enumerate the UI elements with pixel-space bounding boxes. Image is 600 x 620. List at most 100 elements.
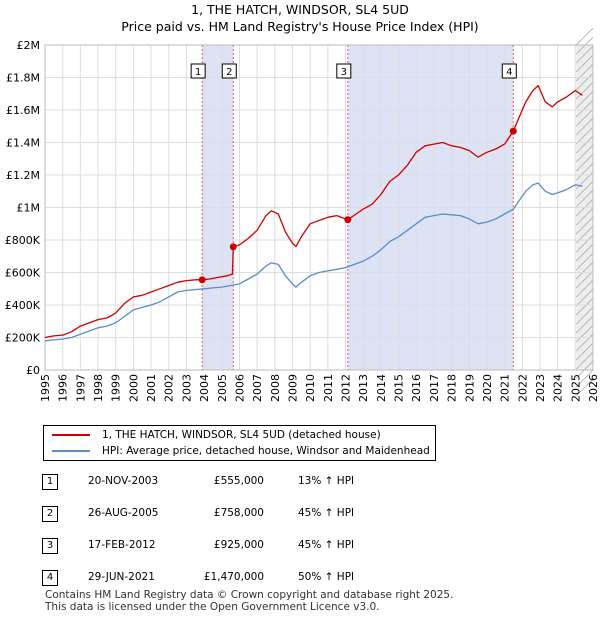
forecast-hatch [575,243,594,262]
x-tick-label: 1998 [92,374,105,402]
forecast-hatch [575,81,594,100]
y-tick-label: £600K [5,267,41,280]
forecast-hatch [575,153,594,172]
transaction-marker-box [221,63,237,79]
x-tick-label: 2003 [180,374,193,402]
table-row: 1 20-NOV-2003 £555,000 13% ↑ HPI [42,474,462,490]
forecast-hatch [575,117,594,136]
transaction-marker-box [336,63,352,79]
transaction-price: £1,470,000 [203,571,264,583]
forecast-hatch [575,189,594,208]
chart-legend: 1, THE HATCH, WINDSOR, SL4 5UD (detached… [43,425,436,461]
transaction-price: £925,000 [213,539,264,551]
x-tick-label: 2024 [552,374,565,402]
forecast-hatch [575,144,594,163]
forecast-hatch [575,270,594,289]
y-tick-label: £800K [5,234,41,247]
forecast-hatch [575,315,594,334]
x-tick-label: 1999 [110,374,123,402]
forecast-hatch [575,252,594,271]
forecast-hatch [575,216,594,235]
forecast-hatch [575,369,594,388]
y-tick-label: £2M [17,39,41,52]
x-tick-label: 2023 [534,374,547,402]
transaction-marker-label: 4 [506,67,512,78]
forecast-hatch [575,207,594,226]
table-row: 2 26-AUG-2005 £758,000 45% ↑ HPI [42,506,462,522]
x-tick-label: 2019 [463,374,476,402]
x-tick-label: 2013 [357,374,370,402]
legend-label-property: 1, THE HATCH, WINDSOR, SL4 5UD (detached… [102,429,381,441]
transaction-number: 2 [42,506,58,522]
legend-swatch-hpi [52,450,90,452]
x-tick-label: 2018 [446,374,459,402]
x-tick-label: 1997 [74,374,87,402]
transaction-hpi: 45% ↑ HPI [298,539,355,551]
forecast-hatch [575,162,594,181]
x-tick-label: 2020 [481,374,494,402]
forecast-hatch [575,261,594,280]
x-tick-label: 2010 [304,374,317,402]
y-tick-label: £1.8M [6,72,40,85]
transaction-date: 20-NOV-2003 [88,475,159,487]
price-chart: £0 £200K £400K £600K £800K £1M £1.2M £1.4M £1.6M… [5,27,600,402]
transaction-number: 4 [42,570,58,586]
legend-item-property: 1, THE HATCH, WINDSOR, SL4 5UD (detached… [52,429,381,441]
footer-copyright: Contains HM Land Registry data © Crown c… [45,589,454,601]
transaction-hpi: 45% ↑ HPI [298,507,355,519]
forecast-hatch [575,297,594,316]
forecast-hatch [575,126,594,145]
x-tick-label: 2025 [569,374,582,402]
transaction-marker-label: 1 [195,67,201,78]
forecast-hatch [575,234,594,253]
y-tick-label: £1.6M [6,104,40,117]
x-tick-label: 2009 [286,374,299,402]
x-tick-label: 2026 [587,374,600,402]
x-tick-label: 2008 [269,374,282,402]
x-tick-label: 1996 [57,374,70,402]
transaction-point [344,216,352,224]
forecast-hatch [575,54,594,73]
x-tick-label: 2014 [375,374,388,402]
forecast-hatch [575,135,594,154]
transaction-marker-label: 3 [341,67,347,78]
x-tick-label: 1995 [39,374,52,402]
forecast-hatch [575,108,594,127]
x-tick-label: 2002 [163,374,176,402]
legend-item-hpi: HPI: Average price, detached house, Wind… [52,445,430,457]
x-tick-label: 2012 [340,374,353,402]
footer-licence: This data is licensed under the Open Gov… [45,601,380,613]
x-tick-label: 2016 [410,374,423,402]
series-line-property [44,84,583,339]
forecast-hatch [575,306,594,325]
forecast-hatch [575,72,594,91]
forecast-hatch [575,351,594,370]
forecast-hatch [575,27,594,46]
legend-swatch-property [52,434,90,436]
transaction-point [509,127,517,135]
forecast-hatch [575,90,594,109]
x-tick-label: 2004 [198,374,211,402]
table-row: 3 17-FEB-2012 £925,000 45% ↑ HPI [42,538,462,554]
forecast-hatch [575,324,594,343]
transaction-number: 3 [42,538,58,554]
x-tick-label: 2001 [145,374,158,402]
y-tick-label: £200K [5,332,41,345]
transaction-price: £758,000 [213,507,264,519]
x-tick-label: 2022 [516,374,529,402]
chart-subtitle: Price paid vs. HM Land Registry's House … [121,19,479,34]
forecast-hatch [575,99,594,118]
transaction-point [198,276,206,284]
transaction-point [229,243,237,251]
forecast-hatch [575,45,594,64]
transaction-marker-box [190,63,206,79]
x-tick-label: 2006 [233,374,246,402]
transaction-marker-box [501,63,517,79]
y-tick-label: £0 [26,364,40,377]
transaction-marker-label: 2 [226,67,232,78]
y-tick-label: £1.2M [6,169,40,182]
transaction-number: 1 [42,474,58,490]
transaction-date: 29-JUN-2021 [88,571,155,583]
forecast-hatch [575,279,594,298]
x-tick-label: 2017 [428,374,441,402]
